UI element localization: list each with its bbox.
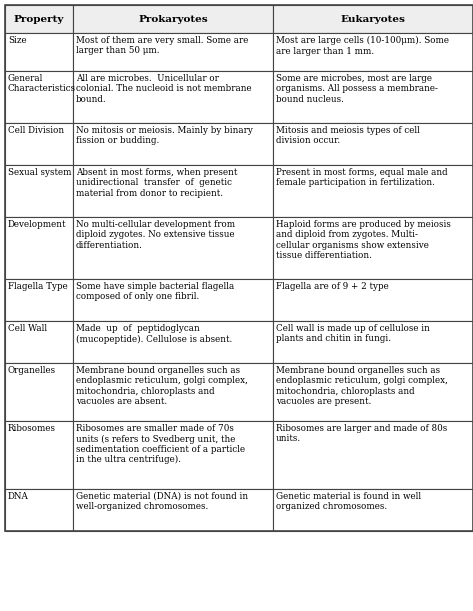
Bar (273, 123, 473, 165)
Text: Cell Wall: Cell Wall (8, 324, 47, 333)
Text: Eukaryotes: Eukaryotes (341, 15, 405, 23)
Bar (73, 165, 273, 217)
Text: Made  up  of  peptidoglycan
(mucopeptide). Cellulose is absent.: Made up of peptidoglycan (mucopeptide). … (76, 324, 232, 343)
Text: Sexual system: Sexual system (8, 168, 71, 177)
Text: Ribosomes are larger and made of 80s
units.: Ribosomes are larger and made of 80s uni… (276, 424, 447, 444)
Text: Prokaryotes: Prokaryotes (138, 15, 208, 23)
Bar (5, 5, 73, 33)
Text: All are microbes.  Unicellular or
colonial. The nucleoid is not membrane
bound.: All are microbes. Unicellular or colonia… (76, 74, 252, 104)
Text: DNA: DNA (8, 492, 29, 501)
Text: Size: Size (8, 36, 26, 45)
Text: Ribosomes are smaller made of 70s
units (s refers to Svedberg unit, the
sediment: Ribosomes are smaller made of 70s units … (76, 424, 245, 464)
Text: Haploid forms are produced by meiosis
and diploid from zygotes. Multi-
cellular : Haploid forms are produced by meiosis an… (276, 220, 451, 260)
Bar (273, 33, 473, 71)
Text: Some are microbes, most are large
organisms. All possess a membrane-
bound nucle: Some are microbes, most are large organi… (276, 74, 438, 104)
Bar (5, 321, 73, 363)
Text: Genetic material is found in well
organized chromosomes.: Genetic material is found in well organi… (276, 492, 421, 511)
Bar (5, 165, 73, 217)
Text: No mitosis or meiosis. Mainly by binary
fission or budding.: No mitosis or meiosis. Mainly by binary … (76, 126, 253, 145)
Bar (5, 5, 473, 531)
Text: Organelles: Organelles (8, 366, 56, 375)
Bar (273, 217, 473, 279)
Bar (273, 71, 473, 123)
Bar (5, 421, 73, 489)
Bar (5, 363, 73, 421)
Text: Absent in most forms, when present
unidirectional  transfer  of  genetic
materia: Absent in most forms, when present unidi… (76, 168, 237, 198)
Text: Genetic material (DNA) is not found in
well-organized chromosomes.: Genetic material (DNA) is not found in w… (76, 492, 248, 511)
Text: Cell Division: Cell Division (8, 126, 64, 135)
Bar (73, 489, 273, 531)
Bar (273, 279, 473, 321)
Text: General
Characteristics: General Characteristics (8, 74, 76, 93)
Bar (273, 421, 473, 489)
Bar (73, 421, 273, 489)
Text: Flagella are of 9 + 2 type: Flagella are of 9 + 2 type (276, 282, 389, 291)
Text: Some have simple bacterial flagella
composed of only one fibril.: Some have simple bacterial flagella comp… (76, 282, 234, 301)
Bar (73, 217, 273, 279)
Text: Mitosis and meiosis types of cell
division occur.: Mitosis and meiosis types of cell divisi… (276, 126, 420, 145)
Bar (73, 363, 273, 421)
Text: Present in most forms, equal male and
female participation in fertilization.: Present in most forms, equal male and fe… (276, 168, 447, 188)
Bar (5, 489, 73, 531)
Text: Flagella Type: Flagella Type (8, 282, 68, 291)
Bar (273, 165, 473, 217)
Bar (273, 321, 473, 363)
Bar (73, 71, 273, 123)
Bar (73, 279, 273, 321)
Text: Development: Development (8, 220, 67, 229)
Text: Most are large cells (10-100μm). Some
are larger than 1 mm.: Most are large cells (10-100μm). Some ar… (276, 36, 449, 56)
Bar (5, 123, 73, 165)
Text: Membrane bound organelles such as
endoplasmic reticulum, golgi complex,
mitochon: Membrane bound organelles such as endopl… (76, 366, 248, 406)
Bar (273, 489, 473, 531)
Bar (73, 123, 273, 165)
Bar (5, 217, 73, 279)
Text: Ribosomes: Ribosomes (8, 424, 56, 433)
Bar (5, 33, 73, 71)
Bar (5, 71, 73, 123)
Bar (73, 5, 273, 33)
Bar (5, 279, 73, 321)
Bar (273, 5, 473, 33)
Text: Property: Property (14, 15, 64, 23)
Bar (273, 363, 473, 421)
Text: Membrane bound organelles such as
endoplasmic reticulum, golgi complex,
mitochon: Membrane bound organelles such as endopl… (276, 366, 448, 406)
Text: No multi-cellular development from
diploid zygotes. No extensive tissue
differen: No multi-cellular development from diplo… (76, 220, 235, 250)
Bar (73, 33, 273, 71)
Bar (73, 321, 273, 363)
Text: Cell wall is made up of cellulose in
plants and chitin in fungi.: Cell wall is made up of cellulose in pla… (276, 324, 430, 343)
Text: Most of them are very small. Some are
larger than 50 μm.: Most of them are very small. Some are la… (76, 36, 248, 56)
